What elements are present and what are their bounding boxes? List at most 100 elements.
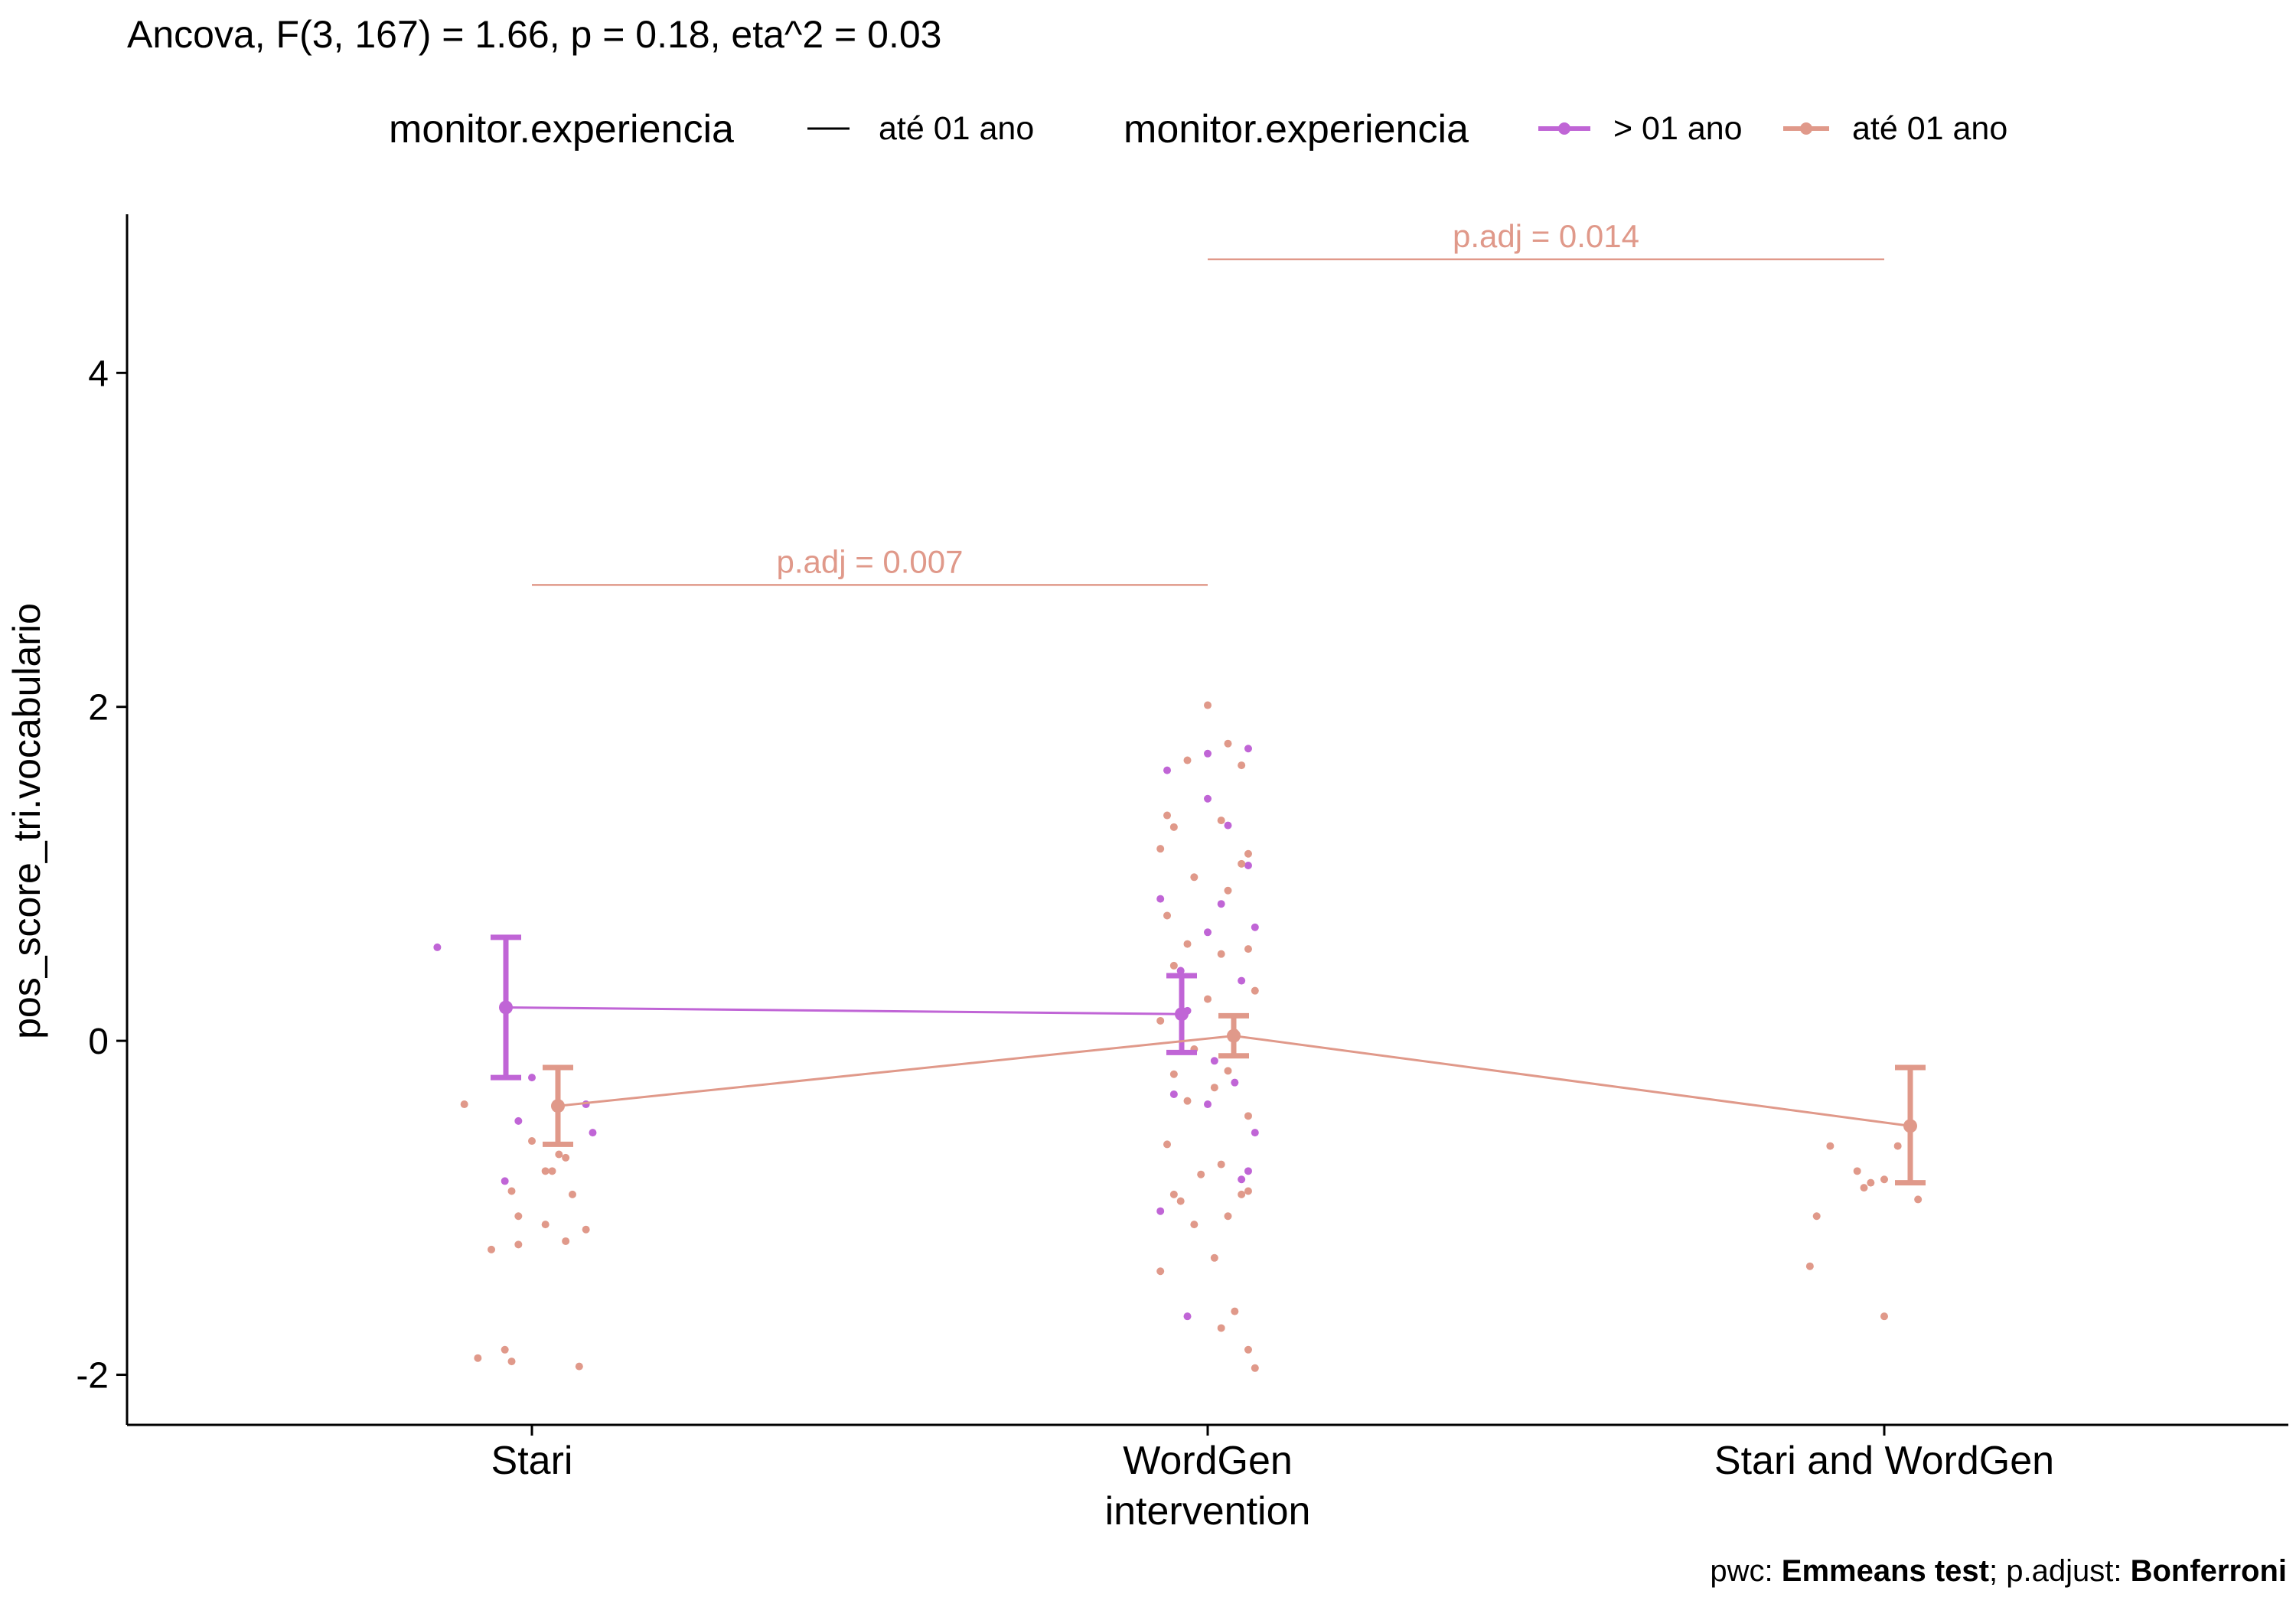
data-point <box>1169 1090 1178 1098</box>
caption-adjust-label: ; p.adjust: <box>1989 1554 2131 1588</box>
data-point <box>1880 1312 1888 1321</box>
data-point <box>1238 976 1246 985</box>
data-point <box>1156 1016 1165 1025</box>
x-tick-label: WordGen <box>1123 1439 1293 1483</box>
data-point <box>1231 1307 1239 1315</box>
data-point <box>1217 1324 1225 1332</box>
caption-test-name: Emmeans test <box>1782 1554 1989 1588</box>
legend-key-up-to-1-year <box>1783 122 1829 135</box>
data-point <box>1176 966 1185 975</box>
x-tick-label: Stari and WordGen <box>1714 1439 2054 1483</box>
data-point <box>1880 1175 1888 1184</box>
data-point <box>528 1074 536 1082</box>
data-point <box>1244 1112 1252 1120</box>
data-point <box>1860 1184 1868 1192</box>
data-point <box>1210 1253 1218 1262</box>
data-point <box>1210 1084 1218 1092</box>
data-point <box>1163 1140 1172 1149</box>
data-point <box>1244 1187 1252 1195</box>
data-point <box>1190 873 1199 882</box>
data-point <box>1183 940 1192 948</box>
legend: monitor.experiencia até 01 ano monitor.e… <box>389 107 2007 152</box>
data-point <box>501 1345 509 1354</box>
data-point <box>507 1358 516 1366</box>
legend-label-up-to-1-year: até 01 ano <box>1852 110 2007 147</box>
data-point <box>1244 862 1252 870</box>
data-point <box>568 1190 576 1198</box>
data-point <box>1244 1345 1252 1354</box>
legend-label-1: até 01 ano <box>879 110 1034 147</box>
data-point <box>1893 1142 1902 1150</box>
data-point <box>433 943 442 951</box>
data-point <box>1826 1142 1835 1150</box>
data-point <box>1251 986 1259 995</box>
data-point <box>1169 1070 1178 1078</box>
data-point <box>1231 1078 1239 1087</box>
data-point <box>1244 849 1252 858</box>
data-point <box>582 1225 590 1234</box>
mean-point <box>1903 1119 1917 1133</box>
data-point <box>1224 1067 1232 1075</box>
data-point <box>1156 845 1165 853</box>
y-tick-label: 4 <box>88 354 109 394</box>
data-point <box>1183 756 1192 764</box>
significance-label: p.adj = 0.007 <box>776 543 963 579</box>
x-tick-label: Stari <box>491 1439 573 1483</box>
data-point <box>1176 1197 1185 1205</box>
data-point <box>1183 1097 1192 1105</box>
data-point <box>548 1167 556 1175</box>
data-point <box>1251 1129 1259 1137</box>
data-point <box>514 1240 523 1249</box>
data-point <box>1244 1167 1252 1175</box>
data-point <box>1197 1170 1205 1178</box>
data-point <box>488 1245 496 1253</box>
mean-point <box>1175 1007 1189 1022</box>
y-tick-label: 0 <box>88 1022 109 1062</box>
mean-point <box>499 1000 513 1015</box>
data-point <box>1210 1057 1218 1065</box>
data-point <box>1805 1262 1814 1270</box>
data-point <box>528 1137 536 1146</box>
data-point <box>1914 1195 1923 1204</box>
legend-title-1: monitor.experiencia <box>389 107 734 152</box>
data-point <box>1169 823 1178 831</box>
y-tick-label: -2 <box>76 1356 109 1397</box>
data-point <box>1867 1178 1875 1187</box>
data-point <box>1156 1267 1165 1276</box>
data-point <box>1224 1212 1232 1221</box>
legend-label-more-than-1-year: > 01 ano <box>1613 110 1743 147</box>
x-tick-label: intervention <box>1105 1489 1311 1534</box>
data-point <box>1156 1207 1165 1215</box>
data-point <box>514 1212 523 1221</box>
data-point <box>1163 911 1172 920</box>
data-point <box>562 1237 570 1245</box>
data-point <box>1224 821 1232 830</box>
data-point <box>1204 701 1212 709</box>
y-axis-label: pos_score_tri.vocabulario <box>5 603 48 1039</box>
data-point <box>1238 761 1246 770</box>
data-point <box>514 1116 523 1125</box>
data-point <box>1238 1175 1246 1184</box>
data-point <box>589 1129 597 1137</box>
data-point <box>541 1167 550 1175</box>
data-point <box>1204 749 1212 758</box>
data-point <box>1224 886 1232 895</box>
data-point <box>1190 1221 1199 1229</box>
chart-title: Ancova, F(3, 167) = 1.66, p = 0.18, eta^… <box>127 13 941 56</box>
data-point <box>507 1187 516 1195</box>
data-point <box>1244 945 1252 953</box>
data-point <box>474 1354 482 1362</box>
caption: pwc: Emmeans test; p.adjust: Bonferroni <box>1710 1554 2287 1588</box>
data-point <box>1812 1212 1821 1221</box>
data-point <box>1238 1190 1246 1198</box>
caption-pwc-label: pwc: <box>1710 1554 1781 1588</box>
legend-key-more-than-1-year <box>1538 122 1590 135</box>
data-point <box>1251 1364 1259 1372</box>
significance-label: p.adj = 0.014 <box>1453 218 1639 254</box>
data-point <box>1217 900 1225 908</box>
series-line <box>505 1006 1182 1015</box>
data-point <box>1251 923 1259 931</box>
data-point <box>541 1221 550 1229</box>
caption-adjust-method: Bonferroni <box>2131 1554 2287 1588</box>
data-point <box>1853 1167 1861 1175</box>
